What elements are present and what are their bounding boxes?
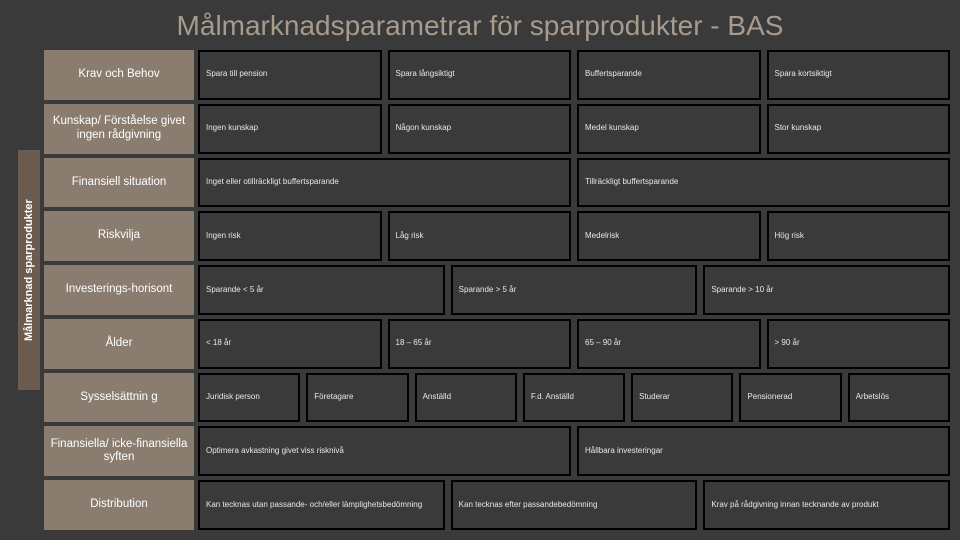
row-cells: Optimera avkastning givet viss risknivåH…: [198, 426, 950, 476]
matrix-cell: Spara till pension: [198, 50, 382, 100]
row-label: Finansiell situation: [44, 158, 194, 208]
matrix-cell: Buffertsparande: [577, 50, 761, 100]
row-label: Sysselsättnin g: [44, 373, 194, 423]
matrix-row: RiskviljaIngen riskLåg riskMedelriskHög …: [44, 211, 950, 261]
matrix-cell: 65 – 90 år: [577, 319, 761, 369]
matrix-cell: F.d. Anställd: [523, 373, 625, 423]
row-cells: < 18 år18 – 65 år65 – 90 år> 90 år: [198, 319, 950, 369]
matrix-grid: Krav och BehovSpara till pensionSpara lå…: [40, 50, 950, 530]
matrix-row: Krav och BehovSpara till pensionSpara lå…: [44, 50, 950, 100]
row-label: Distribution: [44, 480, 194, 530]
page-title: Målmarknadsparametrar för sparprodukter …: [0, 0, 960, 48]
matrix-cell: Ingen risk: [198, 211, 382, 261]
matrix-cell: 18 – 65 år: [388, 319, 572, 369]
matrix-cell: Sparande > 10 år: [703, 265, 950, 315]
matrix-cell: Spara kortsiktigt: [767, 50, 951, 100]
matrix-cell: Krav på rådgivning innan tecknande av pr…: [703, 480, 950, 530]
matrix-cell: Arbetslös: [848, 373, 950, 423]
matrix-cell: Medel kunskap: [577, 104, 761, 154]
row-cells: Sparande < 5 årSparande > 5 årSparande >…: [198, 265, 950, 315]
matrix-row: DistributionKan tecknas utan passande- o…: [44, 480, 950, 530]
matrix-cell: Inget eller otillräckligt buffertsparand…: [198, 158, 571, 208]
row-cells: Inget eller otillräckligt buffertsparand…: [198, 158, 950, 208]
row-cells: Ingen kunskapNågon kunskapMedel kunskapS…: [198, 104, 950, 154]
matrix-row: Investerings-horisontSparande < 5 årSpar…: [44, 265, 950, 315]
row-label: Kunskap/ Förståelse givet ingen rådgivni…: [44, 104, 194, 154]
row-cells: Spara till pensionSpara långsiktigtBuffe…: [198, 50, 950, 100]
matrix-cell: Anställd: [415, 373, 517, 423]
row-label: Investerings-horisont: [44, 265, 194, 315]
row-label: Ålder: [44, 319, 194, 369]
matrix-cell: Stor kunskap: [767, 104, 951, 154]
row-cells: Ingen riskLåg riskMedelriskHög risk: [198, 211, 950, 261]
matrix-cell: Kan tecknas utan passande- och/eller läm…: [198, 480, 445, 530]
row-cells: Juridisk personFöretagareAnställdF.d. An…: [198, 373, 950, 423]
matrix-cell: Tillräckligt buffertsparande: [577, 158, 950, 208]
matrix-cell: Juridisk person: [198, 373, 300, 423]
matrix-row: Sysselsättnin gJuridisk personFöretagare…: [44, 373, 950, 423]
matrix-cell: > 90 år: [767, 319, 951, 369]
matrix-cell: Optimera avkastning givet viss risknivå: [198, 426, 571, 476]
matrix-cell: Medelrisk: [577, 211, 761, 261]
matrix-row: Kunskap/ Förståelse givet ingen rådgivni…: [44, 104, 950, 154]
matrix-cell: Sparande > 5 år: [451, 265, 698, 315]
row-cells: Kan tecknas utan passande- och/eller läm…: [198, 480, 950, 530]
matrix-row: Ålder< 18 år18 – 65 år65 – 90 år> 90 år: [44, 319, 950, 369]
matrix-row: Finansiell situationInget eller otillräc…: [44, 158, 950, 208]
vertical-axis-label: Målmarknad sparprodukter: [18, 150, 40, 390]
matrix-cell: Sparande < 5 år: [198, 265, 445, 315]
matrix-cell: < 18 år: [198, 319, 382, 369]
row-label: Riskvilja: [44, 211, 194, 261]
matrix-cell: Spara långsiktigt: [388, 50, 572, 100]
matrix-cell: Kan tecknas efter passandebedömning: [451, 480, 698, 530]
matrix-cell: Hållbara investeringar: [577, 426, 950, 476]
matrix-cell: Låg risk: [388, 211, 572, 261]
matrix-cell: Pensionerad: [739, 373, 841, 423]
matrix-row: Finansiella/ icke-finansiella syftenOpti…: [44, 426, 950, 476]
matrix-cell: Någon kunskap: [388, 104, 572, 154]
matrix-cell: Hög risk: [767, 211, 951, 261]
row-label: Krav och Behov: [44, 50, 194, 100]
content-area: Målmarknad sparprodukter Krav och BehovS…: [18, 50, 950, 530]
matrix-cell: Ingen kunskap: [198, 104, 382, 154]
matrix-cell: Företagare: [306, 373, 408, 423]
matrix-cell: Studerar: [631, 373, 733, 423]
row-label: Finansiella/ icke-finansiella syften: [44, 426, 194, 476]
